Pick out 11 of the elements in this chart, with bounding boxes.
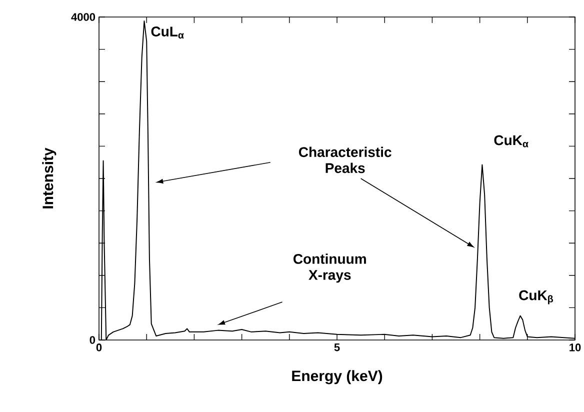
annotation: CuK$_{α}$ [494,135,528,148]
y-tick-label: 4000 [71,13,96,21]
x-tick-label: 0 [96,344,102,352]
x-axis-title: Energy (keV) [292,370,382,384]
y-axis-title: Intensity [42,148,56,208]
x-tick-label: 5 [334,344,340,352]
annotation: CuK$_{β}$ [519,290,554,304]
annotation: Characteristic Peaks [298,146,392,174]
annotation: Continuum X-rays [294,254,366,283]
annotation: CuL$_{α}$ [151,26,184,39]
x-tick-label: 10 [570,344,581,352]
